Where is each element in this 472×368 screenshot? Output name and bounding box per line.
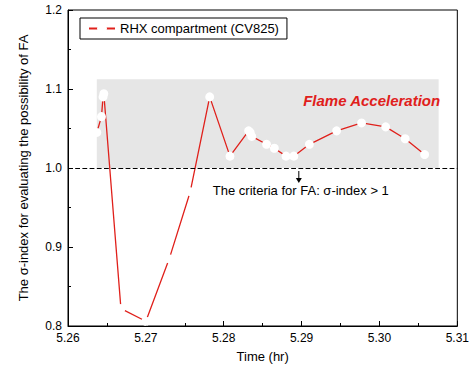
svg-text:5.30: 5.30 xyxy=(368,331,392,345)
svg-text:Time (hr): Time (hr) xyxy=(237,349,289,364)
svg-text:5.27: 5.27 xyxy=(134,331,158,345)
svg-text:Flame Acceleration: Flame Acceleration xyxy=(303,92,440,109)
svg-text:0.9: 0.9 xyxy=(45,240,62,254)
svg-text:1.0: 1.0 xyxy=(45,161,62,175)
svg-text:5.29: 5.29 xyxy=(290,331,314,345)
svg-text:RHX compartment (CV825): RHX compartment (CV825) xyxy=(120,21,279,36)
svg-text:1.1: 1.1 xyxy=(45,82,62,96)
svg-text:5.31: 5.31 xyxy=(446,331,470,345)
svg-text:The σ-index for evaluating the: The σ-index for evaluating the possibili… xyxy=(16,34,31,301)
svg-text:5.28: 5.28 xyxy=(212,331,236,345)
svg-text:0.8: 0.8 xyxy=(45,319,62,333)
svg-text:The criteria for FA: σ-index >: The criteria for FA: σ-index > 1 xyxy=(213,183,389,198)
svg-text:5.26: 5.26 xyxy=(56,331,80,345)
svg-text:1.2: 1.2 xyxy=(45,3,62,17)
